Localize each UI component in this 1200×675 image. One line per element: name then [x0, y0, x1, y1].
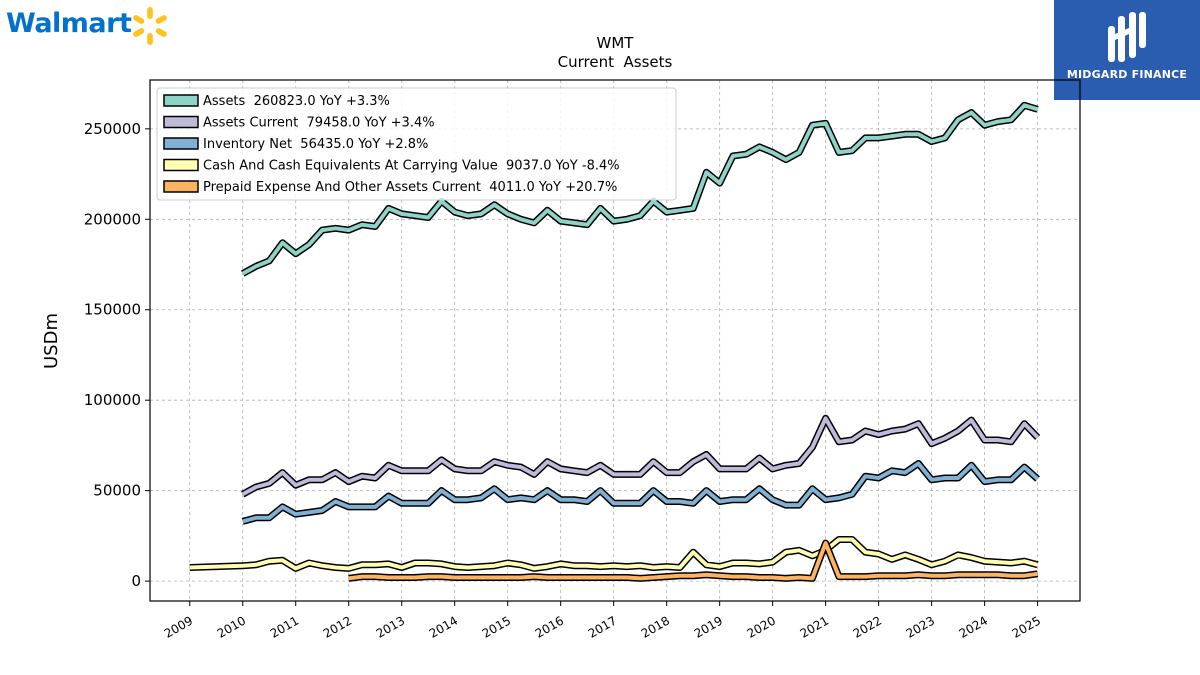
x-tick-label: 2023: [904, 613, 937, 640]
x-tick-label: 2020: [745, 613, 778, 640]
y-tick-label: 200000: [84, 210, 141, 228]
x-tick-label: 2015: [480, 613, 513, 640]
walmart-spark-icon: [133, 7, 167, 45]
x-tick-label: 2014: [427, 613, 460, 640]
y-tick-label: 50000: [93, 482, 141, 500]
series-1: [241, 101, 1039, 277]
y-axis: 0 50000 100000 150000 200000 250000: [84, 120, 150, 590]
chart-subtitle: Current Assets: [558, 53, 673, 71]
x-tick-label: 2024: [957, 613, 990, 640]
x-tick-label: 2025: [1010, 613, 1043, 640]
plot-frame: [149, 79, 1081, 602]
midgard-finance-logo: MIDGARD FINANCE: [1054, 0, 1200, 100]
chart-title: WMT: [597, 34, 635, 52]
midgard-logo-text: MIDGARD FINANCE: [1066, 68, 1188, 81]
legend-box: [156, 87, 677, 201]
legend-swatch: [163, 94, 199, 107]
x-tick-label: 2012: [321, 613, 354, 640]
series-line: [241, 416, 1040, 497]
y-tick-label: 250000: [84, 120, 141, 138]
legend-swatch: [163, 137, 199, 150]
y-axis-label: USDm: [41, 313, 62, 369]
legend-label: Prepaid Expense And Other Assets Current…: [203, 180, 617, 195]
legend-item: Inventory Net 56435.0 YoY +2.8%: [163, 137, 428, 152]
series-line: [189, 537, 1039, 571]
x-tick-label: 2019: [692, 613, 725, 640]
legend-item: Assets 260823.0 YoY +3.3%: [163, 94, 390, 109]
legend-item: Assets Current 79458.0 YoY +3.4%: [163, 115, 435, 131]
walmart-logo: Walmart: [4, 4, 174, 46]
legend-label: Assets 260823.0 YoY +3.3%: [203, 94, 390, 109]
series-line-outline: [241, 414, 1041, 498]
x-tick-label: 2011: [268, 613, 301, 640]
legend-label: Assets Current 79458.0 YoY +3.4%: [203, 116, 435, 131]
x-tick-label: 2021: [798, 613, 831, 640]
series-lines: [189, 101, 1041, 582]
series-2: [241, 414, 1041, 498]
x-tick-label: 2018: [639, 613, 672, 640]
legend-swatch: [163, 158, 199, 172]
legend-swatch: [163, 115, 199, 129]
x-tick-label: 2017: [586, 613, 619, 640]
y-tick-label: 100000: [84, 391, 141, 409]
x-tick-label: 2010: [215, 613, 248, 640]
series-line: [241, 103, 1039, 276]
legend-item: Prepaid Expense And Other Assets Current…: [163, 180, 617, 195]
x-tick-label: 2013: [374, 613, 407, 640]
legend-item: Cash And Cash Equivalents At Carrying Va…: [163, 158, 620, 174]
y-tick-label: 150000: [84, 301, 141, 319]
y-tick-label: 0: [131, 572, 141, 590]
legend-label: Inventory Net 56435.0 YoY +2.8%: [203, 137, 428, 152]
series-4: [189, 536, 1039, 572]
series-line: [348, 541, 1038, 581]
x-tick-label: 2016: [533, 613, 566, 640]
series-3: [241, 460, 1040, 525]
series-line: [242, 461, 1039, 524]
x-tick-label: 2009: [162, 613, 195, 640]
x-axis: 2009 2010 2011 2012 2013 2014 2015 2016 2017 2018…: [162, 601, 1043, 641]
legend-label: Cash And Cash Equivalents At Carrying Va…: [203, 159, 620, 174]
legend-swatch: [163, 180, 199, 193]
walmart-logo-text: Walmart: [6, 8, 132, 39]
midgard-emblem-icon: [1108, 12, 1146, 62]
legend: Assets 260823.0 YoY +3.3% Assets Current …: [156, 87, 677, 201]
series-5: [348, 539, 1039, 582]
x-tick-label: 2022: [851, 613, 884, 640]
